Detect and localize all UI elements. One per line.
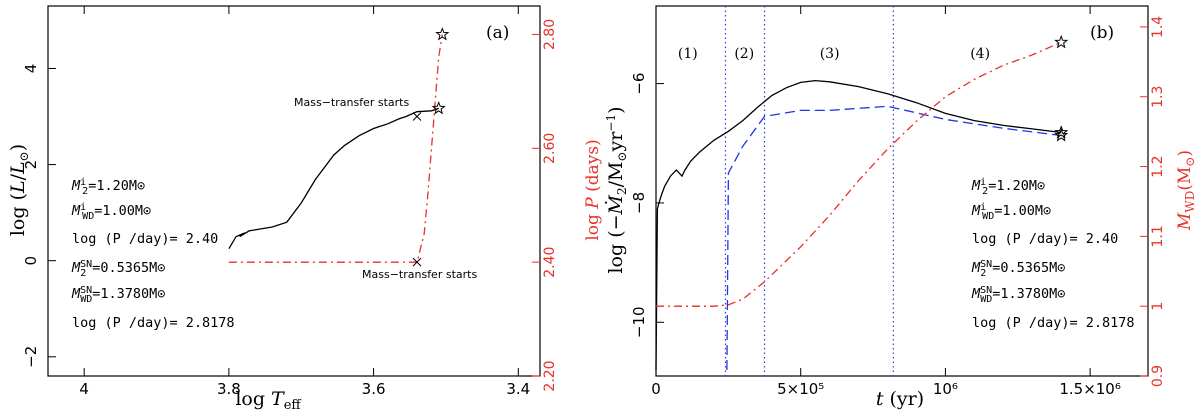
panel-b-xtick-label: 1.5×10⁶ (1059, 380, 1121, 398)
panel-b-xtick-label: 5×10⁵ (777, 380, 824, 398)
panel-b-marker-star-1 (1054, 128, 1069, 142)
panel-a-marker-star-2 (435, 27, 450, 41)
panel-b-param-pi: log (P /day)= 2.40 (972, 231, 1118, 247)
panel-a-y2tick-label: 2.40 (542, 247, 558, 278)
panel-b-marker-star-2 (1054, 125, 1069, 139)
panel-b-xlabel: t (yr) (876, 388, 924, 410)
panel-a-annotation-1: Mass−transfer starts (294, 96, 409, 109)
panel-a-param-mwdsn: MSN WD=1.3780M⊙ (71, 285, 165, 305)
panel-a-y2label: log P (days) (583, 139, 603, 240)
panel-b-xtick-label: 0 (651, 380, 661, 398)
panel-a-ytick-label: 4 (22, 64, 40, 74)
panel-b-param-psn: log (P /day)= 2.8178 (972, 315, 1135, 331)
panel-a-ytick-label: 2 (22, 160, 40, 170)
panel-b-ylabel: log (−Ṁ2/M⊙yr−1) (604, 106, 629, 273)
panel-a-param-m2sn: MSN 2 =0.5365M⊙ (71, 259, 165, 279)
panel-b-phase-label-1: (2) (734, 46, 754, 62)
panel-a-marker-cross-1 (412, 257, 422, 267)
panel-a-param-mwdi: Mi WD=1.00M⊙ (71, 202, 151, 222)
panel-b-param-mwdi: Mi WD=1.00M⊙ (971, 202, 1051, 222)
panel-a-series-0 (228, 107, 439, 250)
panel-b-y2tick-label: 1.2 (1150, 155, 1166, 177)
panel-b-param-m2i: Mi 2=1.20M⊙ (971, 177, 1045, 197)
panel-b-ytick-label: −10 (630, 306, 648, 338)
panel-b-frame (655, 5, 1149, 377)
panel-b-y2tick-label: 1 (1150, 302, 1166, 311)
panel-b-series-1 (726, 105, 1062, 371)
panel-a-marker-cross-0 (412, 112, 422, 121)
panel-a-y2tick-label: 2.60 (542, 133, 558, 164)
panel-b-marker-star-0 (1054, 34, 1069, 49)
panel-b-phase-label-3: (4) (970, 46, 990, 62)
panel-b-phase-label-2: (3) (820, 46, 840, 62)
panel-b-y2label: MWD(M⊙) (1175, 150, 1197, 231)
panel-a-ylabel: log (L/L⊙) (7, 144, 31, 236)
panel-a-y2tick-label: 2.20 (542, 360, 558, 391)
panel-b-series-0 (655, 79, 1062, 371)
panel-b-y2tick-label: 1.3 (1150, 86, 1166, 108)
panel-b-phase-label-0: (1) (678, 46, 698, 62)
panel-b-y2tick-label: 0.9 (1150, 365, 1166, 387)
panel-b-y2tick-label: 1.1 (1150, 225, 1166, 247)
panel-a-tag: (a) (486, 23, 509, 43)
panel-a-marker-star-3 (431, 101, 446, 115)
panel-a-ytick-label: 0 (22, 256, 40, 266)
panel-a-params: Mi 2=1.20M⊙ Mi WD=1.00M⊙ log (P /day)= 2.4… (71, 177, 235, 331)
panel-a-annotation-2: Mass−transfer starts (362, 268, 477, 281)
panel-b-param-mwdsn: MSN WD=1.3780M⊙ (971, 285, 1065, 305)
panel-a-param-pi: log (P /day)= 2.40 (72, 231, 218, 247)
panel-b-ytick-label: −6 (630, 73, 648, 95)
panel-a-frame (47, 5, 541, 377)
panel-b-param-m2sn: MSN 2 =0.5365M⊙ (971, 259, 1065, 279)
panel-b-y2tick-label: 1.4 (1150, 16, 1166, 38)
panel-a-xtick-label: 3.8 (217, 380, 241, 398)
panel-b-xtick-label: 10⁶ (933, 380, 958, 398)
panel-a-param-m2i: Mi 2=1.20M⊙ (71, 177, 145, 197)
panel-a-xtick-label: 3.4 (506, 380, 530, 398)
panel-b: 0 5×10⁵ 10⁶ 1.5×10⁶−10−8−60.911.11.21.31.4 … (604, 5, 1197, 410)
panel-a-xtick-label: 4 (79, 380, 89, 398)
panel-b-ytick-label: −8 (630, 192, 648, 214)
panel-b-tag: (b) (1090, 23, 1114, 43)
panel-a: 4 3.8 3.6 3.4 −2 0 2 4 2.20 2.40 2.60 2.80 (a) Mass… (7, 5, 603, 412)
panel-a-param-psn: log (P /day)= 2.8178 (72, 315, 235, 331)
panel-b-params: Mi 2=1.20M⊙ Mi WD=1.00M⊙ log (P /day)= 2.4… (971, 177, 1135, 331)
panel-a-series-1 (228, 34, 443, 263)
panel-a-y2tick-label: 2.80 (542, 19, 558, 50)
panel-a-ytick-label: −2 (22, 346, 40, 368)
panel-a-xtick-label: 3.6 (362, 380, 386, 398)
panel-a-xlabel: log Teff (235, 388, 302, 412)
